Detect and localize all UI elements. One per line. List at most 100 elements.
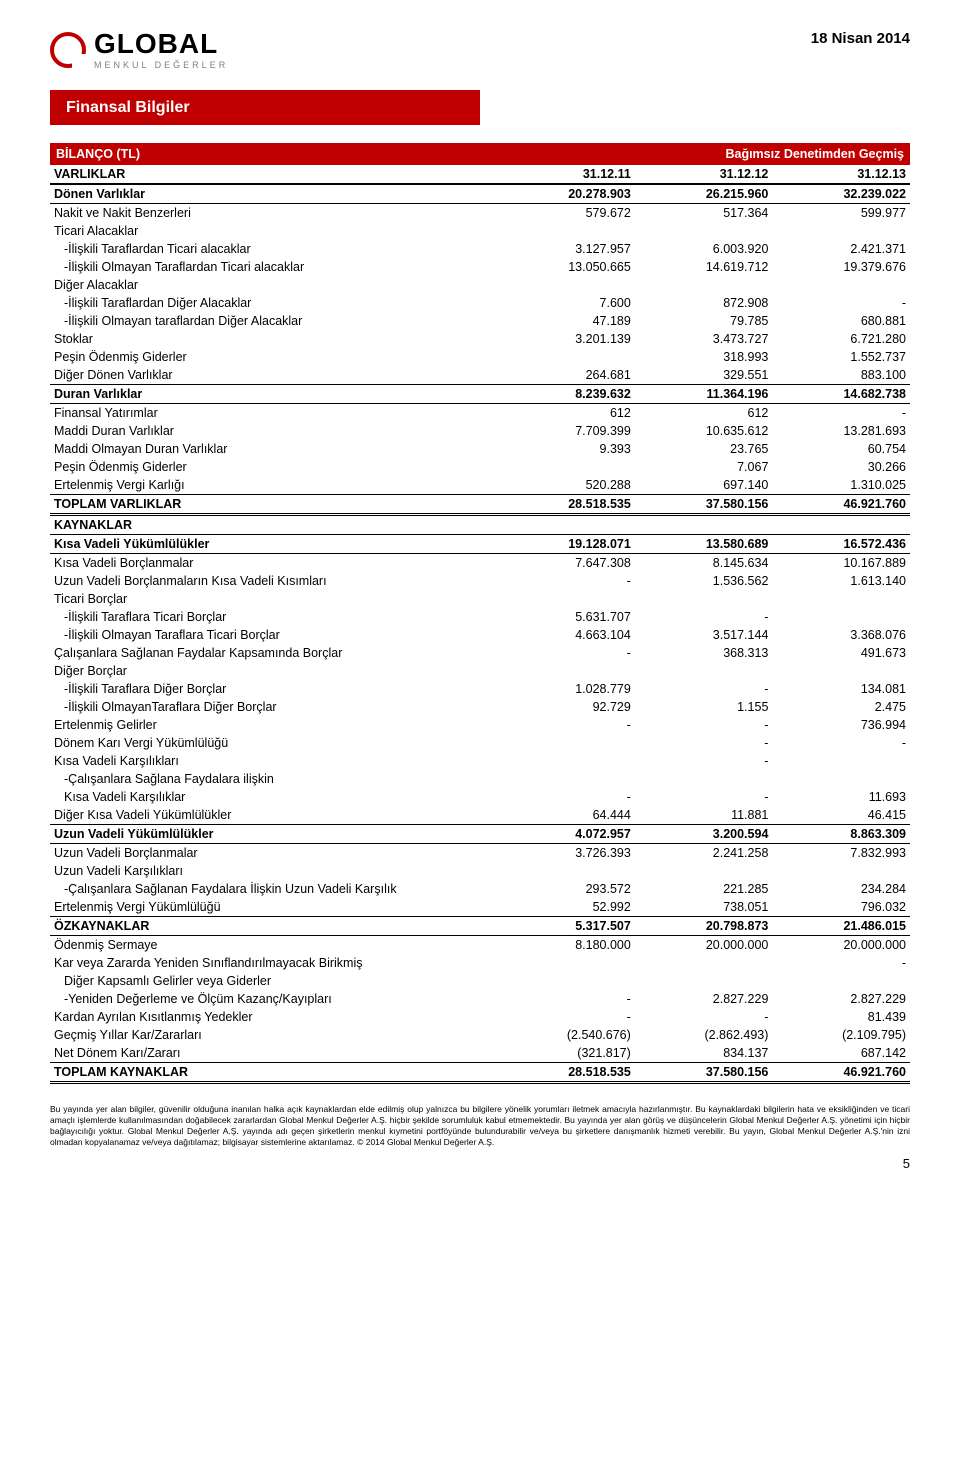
row-value: 19.128.071 xyxy=(497,535,635,554)
row-value: 1.310.025 xyxy=(772,476,910,495)
row-value: (321.817) xyxy=(497,1044,635,1063)
table-row: Duran Varlıklar8.239.63211.364.19614.682… xyxy=(50,385,910,404)
row-value xyxy=(772,590,910,608)
row-value: 1.613.140 xyxy=(772,572,910,590)
row-value: 5.631.707 xyxy=(497,608,635,626)
row-value: 79.785 xyxy=(635,312,773,330)
row-label: Ertelenmiş Gelirler xyxy=(50,716,497,734)
row-value: 20.278.903 xyxy=(497,184,635,204)
row-value xyxy=(497,862,635,880)
table-row: Kardan Ayrılan Kısıtlanmış Yedekler--81.… xyxy=(50,1008,910,1026)
page-header: GLOBAL MENKUL DEĞERLER 18 Nisan 2014 xyxy=(50,30,910,70)
row-value: 7.600 xyxy=(497,294,635,312)
table-row: Uzun Vadeli Karşılıkları xyxy=(50,862,910,880)
row-value: (2.109.795) xyxy=(772,1026,910,1044)
table-row: Diğer Borçlar xyxy=(50,662,910,680)
row-value: 21.486.015 xyxy=(772,917,910,936)
row-value: - xyxy=(497,572,635,590)
row-value: 8.239.632 xyxy=(497,385,635,404)
row-value: 20.000.000 xyxy=(772,936,910,955)
row-value: - xyxy=(772,404,910,423)
row-label: Nakit ve Nakit Benzerleri xyxy=(50,204,497,223)
row-label: Diğer Dönen Varlıklar xyxy=(50,366,497,385)
row-value: 3.517.144 xyxy=(635,626,773,644)
row-value: 872.908 xyxy=(635,294,773,312)
balance-sheet-table: BİLANÇO (TL) Bağımsız Denetimden Geçmiş … xyxy=(50,143,910,1084)
row-value: 2.241.258 xyxy=(635,844,773,863)
row-value: - xyxy=(497,716,635,734)
row-value: 1.028.779 xyxy=(497,680,635,698)
row-label: Net Dönem Karı/Zararı xyxy=(50,1044,497,1063)
row-value: 20.000.000 xyxy=(635,936,773,955)
row-label: Ödenmiş Sermaye xyxy=(50,936,497,955)
row-value xyxy=(497,222,635,240)
row-label: Dönem Karı Vergi Yükümlülüğü xyxy=(50,734,497,752)
row-value: 19.379.676 xyxy=(772,258,910,276)
row-value: 7.709.399 xyxy=(497,422,635,440)
table-row: Maddi Duran Varlıklar7.709.39910.635.612… xyxy=(50,422,910,440)
table-row: -İlişkili OlmayanTaraflara Diğer Borçlar… xyxy=(50,698,910,716)
row-value: 37.580.156 xyxy=(635,495,773,515)
row-value: 32.239.022 xyxy=(772,184,910,204)
row-value: 14.619.712 xyxy=(635,258,773,276)
disclaimer-text: Bu yayında yer alan bilgiler, güvenilir … xyxy=(50,1104,910,1148)
row-value: 60.754 xyxy=(772,440,910,458)
row-value: 318.993 xyxy=(635,348,773,366)
row-label: Finansal Yatırımlar xyxy=(50,404,497,423)
table-row: Peşin Ödenmiş Giderler318.9931.552.737 xyxy=(50,348,910,366)
row-value xyxy=(497,734,635,752)
row-label: Peşin Ödenmiş Giderler xyxy=(50,458,497,476)
row-label: Diğer Kapsamlı Gelirler veya Giderler xyxy=(50,972,497,990)
table-row: -Çalışanlara Sağlana Faydalara ilişkin xyxy=(50,770,910,788)
row-label: Kısa Vadeli Karşılıkları xyxy=(50,752,497,770)
row-value xyxy=(635,972,773,990)
row-value xyxy=(772,862,910,880)
row-value: 8.145.634 xyxy=(635,554,773,573)
row-value: 14.682.738 xyxy=(772,385,910,404)
row-label: Kısa Vadeli Karşılıklar xyxy=(50,788,497,806)
row-value xyxy=(497,590,635,608)
row-value xyxy=(772,276,910,294)
row-value xyxy=(497,752,635,770)
row-value: 10.167.889 xyxy=(772,554,910,573)
table-row: -Yeniden Değerleme ve Ölçüm Kazanç/Kayıp… xyxy=(50,990,910,1008)
row-value: - xyxy=(497,788,635,806)
row-value: - xyxy=(497,990,635,1008)
table-row: Kısa Vadeli Yükümlülükler19.128.07113.58… xyxy=(50,535,910,554)
row-value: 796.032 xyxy=(772,898,910,917)
row-value: 47.189 xyxy=(497,312,635,330)
row-value: 697.140 xyxy=(635,476,773,495)
row-value: 3.726.393 xyxy=(497,844,635,863)
row-label: Kar veya Zararda Yeniden Sınıflandırılma… xyxy=(50,954,497,972)
row-value: - xyxy=(635,716,773,734)
table-row: Diğer Kapsamlı Gelirler veya Giderler xyxy=(50,972,910,990)
row-value xyxy=(497,276,635,294)
row-value xyxy=(772,222,910,240)
row-value: 64.444 xyxy=(497,806,635,825)
row-value: 13.580.689 xyxy=(635,535,773,554)
row-value: 579.672 xyxy=(497,204,635,223)
table-row: Kısa Vadeli Borçlanmalar7.647.3088.145.6… xyxy=(50,554,910,573)
row-value: 1.552.737 xyxy=(772,348,910,366)
logo-main-text: GLOBAL xyxy=(94,30,228,58)
row-value: 7.832.993 xyxy=(772,844,910,863)
row-label: -İlişkili Taraflara Ticari Borçlar xyxy=(50,608,497,626)
table-row: -İlişkili Taraflardan Diğer Alacaklar7.6… xyxy=(50,294,910,312)
row-value: 264.681 xyxy=(497,366,635,385)
table-row: Ticari Borçlar xyxy=(50,590,910,608)
table-row: Maddi Olmayan Duran Varlıklar9.39323.765… xyxy=(50,440,910,458)
table-row: -İlişkili Taraflara Ticari Borçlar5.631.… xyxy=(50,608,910,626)
table-row: Uzun Vadeli Borçlanmalar3.726.3932.241.2… xyxy=(50,844,910,863)
row-value: 11.881 xyxy=(635,806,773,825)
row-label: Geçmiş Yıllar Kar/Zararları xyxy=(50,1026,497,1044)
row-value: 3.473.727 xyxy=(635,330,773,348)
table-row: Net Dönem Karı/Zararı(321.817)834.137687… xyxy=(50,1044,910,1063)
table-row: KAYNAKLAR xyxy=(50,515,910,535)
row-value: 1.155 xyxy=(635,698,773,716)
table-row: Ertelenmiş Vergi Karlığı520.288697.1401.… xyxy=(50,476,910,495)
table-row: Nakit ve Nakit Benzerleri579.672517.3645… xyxy=(50,204,910,223)
col-3: 31.12.13 xyxy=(772,165,910,184)
row-value: 23.765 xyxy=(635,440,773,458)
row-value xyxy=(635,662,773,680)
varliklar-label: VARLIKLAR xyxy=(50,165,497,184)
